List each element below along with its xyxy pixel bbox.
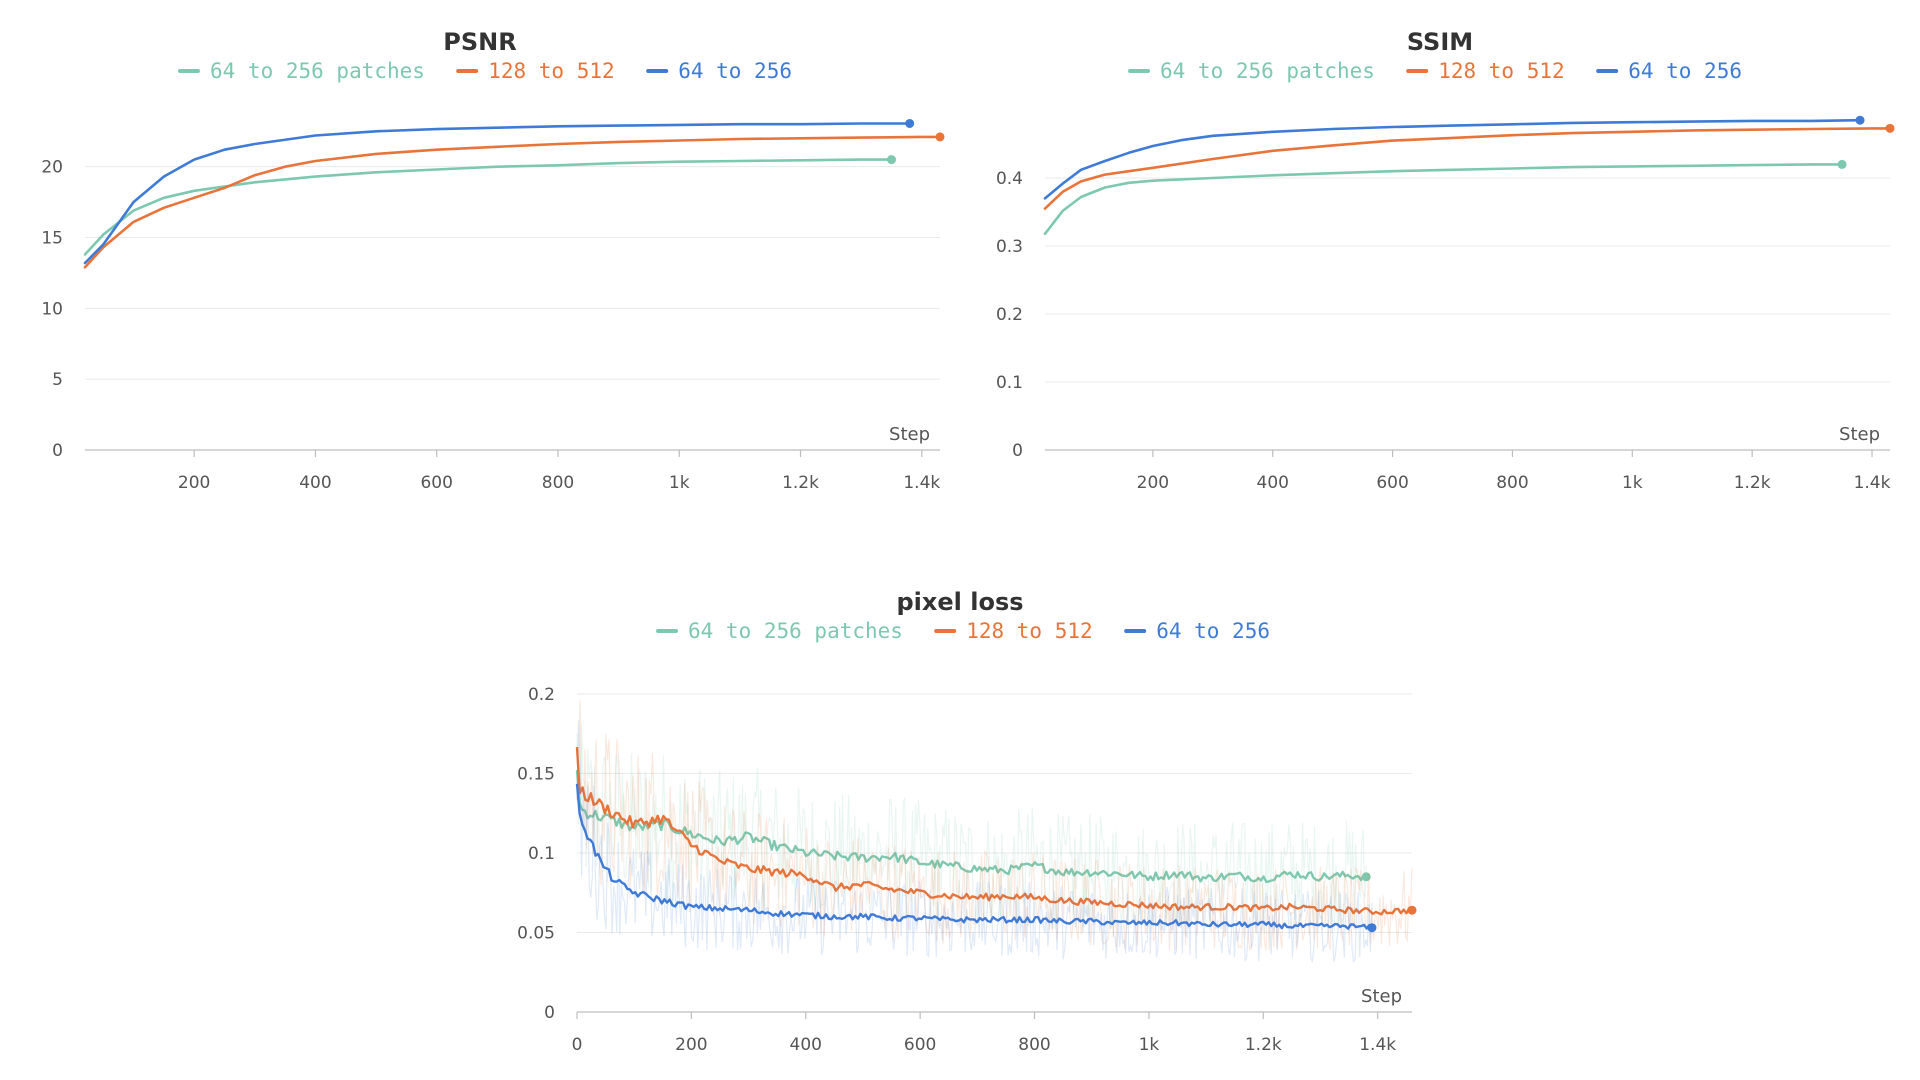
series-line [1043,118,1862,200]
legend-label: 64 to 256 patches [688,619,903,643]
series-0 [83,155,896,256]
series-0 [1043,159,1847,236]
legend-item[interactable]: 128 to 512 [934,619,1093,643]
psnr-chart: PSNR 64 to 256 patches 128 to 512 64 to 256… [41,28,945,493]
raw-line [576,720,1373,963]
y-tick-label: 0 [52,441,63,461]
legend-item[interactable]: 128 to 512 [456,59,615,83]
y-tick-label: 20 [41,158,63,178]
raw-line [576,724,1367,934]
series-line [83,135,942,269]
series-end-point[interactable] [905,118,915,128]
y-tick-label: 0 [544,1003,555,1023]
ssim-chart: SSIM 64 to 256 patches 128 to 512 64 to 256… [996,28,1895,493]
y-tick-label: 15 [41,229,63,249]
series-line [83,122,912,265]
series-1 [83,132,945,269]
legend-label: 64 to 256 [1628,59,1742,83]
x-tick-label: 1.4k [903,473,940,493]
legend-item[interactable]: 64 to 256 patches [656,619,903,643]
y-tick-label: 0.3 [996,237,1023,257]
ssim-chart-panel: SSIM 64 to 256 patches 128 to 512 64 to 256… [960,0,1920,520]
y-tick-label: 5 [52,370,63,390]
x-tick-label: 200 [178,473,210,493]
chart-title: pixel loss [896,588,1023,616]
x-tick-label: 1k [1622,473,1643,493]
x-tick-label: 1k [669,473,690,493]
y-tick-label: 0.05 [517,923,555,943]
x-tick-label: 200 [1137,473,1169,493]
series-1 [575,700,1417,951]
series-2 [575,720,1377,963]
legend-label: 128 to 512 [966,619,1092,643]
x-tick-label: 1k [1139,1035,1160,1055]
y-tick-label: 10 [41,299,63,319]
pixel-loss-chart: pixel loss 64 to 256 patches 128 to 512 64 … [517,588,1417,1055]
series-end-point[interactable] [935,132,945,142]
series-end-point[interactable] [1367,923,1377,933]
series-0 [575,724,1371,934]
series-end-point[interactable] [1885,123,1895,133]
series-1 [1043,123,1895,210]
pixel-loss-chart-panel: pixel loss 64 to 256 patches 128 to 512 64 … [460,570,1460,1075]
x-tick-label: 0 [572,1035,583,1055]
x-axis-label: Step [1839,424,1880,445]
y-tick-label: 0.2 [996,305,1023,325]
legend-label: 128 to 512 [488,59,614,83]
series-line [1043,127,1892,210]
series-line [575,783,1373,930]
x-tick-label: 1.2k [782,473,819,493]
series-line [83,158,893,256]
series-end-point[interactable] [886,155,896,165]
raw-line [576,700,1413,951]
legend-item[interactable]: 64 to 256 patches [178,59,425,83]
series-2 [1043,115,1865,200]
series-end-point[interactable] [1361,872,1371,882]
legend-item[interactable]: 128 to 512 [1406,59,1565,83]
x-axis-label: Step [1361,986,1402,1007]
chart-title: SSIM [1407,28,1473,56]
series-end-point[interactable] [1837,159,1847,169]
y-tick-label: 0 [1012,441,1023,461]
x-tick-label: 1.2k [1734,473,1771,493]
x-axis-label: Step [889,424,930,445]
x-tick-label: 800 [542,473,574,493]
x-tick-label: 400 [1257,473,1289,493]
x-tick-label: 1.4k [1854,473,1891,493]
y-tick-label: 0.1 [528,844,555,864]
x-tick-label: 600 [904,1035,936,1055]
legend-label: 64 to 256 [1156,619,1270,643]
x-tick-label: 600 [1376,473,1408,493]
x-tick-label: 1.2k [1245,1035,1282,1055]
legend-label: 64 to 256 [678,59,792,83]
x-tick-label: 200 [675,1035,707,1055]
series-end-point[interactable] [1407,905,1417,915]
legend-label: 64 to 256 patches [1160,59,1375,83]
x-tick-label: 400 [790,1035,822,1055]
series-line [575,770,1367,884]
legend-item[interactable]: 64 to 256 [1596,59,1742,83]
x-tick-label: 1.4k [1359,1035,1396,1055]
y-tick-label: 0.1 [996,373,1023,393]
x-tick-label: 400 [299,473,331,493]
chart-title: PSNR [443,28,516,56]
y-tick-label: 0.2 [528,685,555,705]
legend-label: 64 to 256 patches [210,59,425,83]
legend-label: 128 to 512 [1438,59,1564,83]
series-line [575,747,1413,916]
series-2 [83,118,915,265]
x-tick-label: 800 [1496,473,1528,493]
x-tick-label: 800 [1018,1035,1050,1055]
y-tick-label: 0.4 [996,169,1023,189]
legend-item[interactable]: 64 to 256 [646,59,792,83]
legend-item[interactable]: 64 to 256 patches [1128,59,1375,83]
x-tick-label: 600 [420,473,452,493]
series-line [1043,163,1844,236]
series-end-point[interactable] [1855,115,1865,125]
y-tick-label: 0.15 [517,764,555,784]
legend-item[interactable]: 64 to 256 [1124,619,1270,643]
psnr-chart-panel: PSNR 64 to 256 patches 128 to 512 64 to 256… [0,0,960,520]
